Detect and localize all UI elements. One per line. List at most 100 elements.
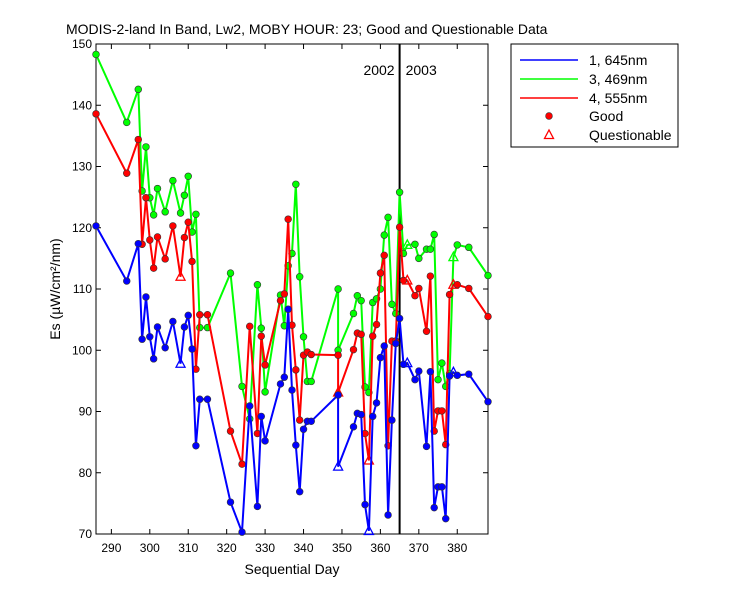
good-point [484,398,492,406]
good-point [453,281,461,289]
good-point [257,412,265,421]
good-point [438,407,446,415]
good-point [161,255,169,263]
good-point [246,322,254,331]
good-point [415,367,423,375]
good-point [372,399,381,407]
good-point [226,498,235,506]
good-point [284,215,292,223]
x-tick-label: 320 [217,541,237,555]
good-point [380,231,388,239]
good-point [349,309,358,318]
good-point [295,416,304,424]
good-point [299,333,308,341]
legend-good-marker [545,112,553,120]
good-point [453,371,461,380]
good-point [465,284,473,293]
good-point [149,264,158,272]
good-point [288,386,296,394]
good-point [257,324,265,332]
good-point [376,269,385,277]
good-point [261,361,269,369]
good-point [180,191,189,199]
questionable-point [447,250,459,262]
good-point [153,323,162,331]
good-point [226,427,235,435]
good-point [284,305,292,313]
questionable-point [174,270,187,281]
good-point [415,254,423,263]
good-point [149,211,158,219]
good-point [203,311,212,319]
x-tick-label: 340 [294,541,314,555]
legend-box [510,43,679,148]
y-tick-label: 90 [79,405,93,419]
x-tick-label: 330 [255,541,275,555]
questionable-point [447,365,459,377]
axes: 290 300 310 320 330 340 350 360 370 380 70 80 90 100 1… [72,37,488,555]
good-point [292,441,300,449]
good-point [153,233,162,241]
questionable-point [363,524,375,536]
year-label-left: 2002 [363,62,394,78]
x-tick-label: 370 [409,541,429,555]
good-point [380,251,388,260]
good-point [142,143,150,151]
good-point [280,373,289,381]
good-point [376,353,385,362]
good-point [384,213,392,222]
good-point [388,416,396,424]
legend-questionable-label: Questionable [589,127,672,143]
good-point [369,332,377,340]
good-point [349,345,358,354]
good-point [184,311,192,320]
good-point [426,245,435,253]
good-point [334,285,342,293]
x-tick-label: 380 [447,541,467,555]
good-point [334,351,342,359]
good-point [176,209,185,217]
y-tick-label: 100 [72,343,92,357]
good-point [196,311,204,319]
good-point [276,380,285,388]
good-point [445,290,454,299]
x-tick-label: 290 [101,541,121,555]
good-point [123,277,131,285]
good-point [307,350,315,359]
good-point [453,241,461,249]
good-point [196,395,204,403]
good-point [169,176,177,185]
good-point [138,335,146,343]
legend-label-3: 4, 555nm [589,90,647,106]
good-point [280,290,289,298]
good-point [357,296,365,305]
good-point [257,332,265,340]
x-tick-label: 360 [370,541,390,555]
good-point [134,85,142,94]
good-point [146,236,154,244]
chart-title: MODIS-2-land In Band, Lw2, MOBY HOUR: 23… [66,21,548,37]
good-point [388,300,396,309]
good-point [276,296,285,305]
good-point [123,169,131,177]
good-point [334,391,342,399]
good-point [92,50,100,59]
good-point [349,423,358,431]
questionable-point [401,238,413,250]
good-point [238,382,246,391]
good-point [295,273,304,281]
good-point [246,402,254,410]
good-point [430,503,438,512]
good-point [161,344,169,352]
good-point [134,239,142,248]
good-point [430,230,438,239]
good-point [299,425,308,433]
legend-label-1: 1, 645nm [589,52,647,68]
y-axis-label: Es (µW/cm²/nm) [47,238,63,339]
good-point [422,442,431,451]
good-point [292,180,300,188]
good-point [384,511,392,519]
questionable-point [332,460,344,471]
good-point [153,184,162,193]
